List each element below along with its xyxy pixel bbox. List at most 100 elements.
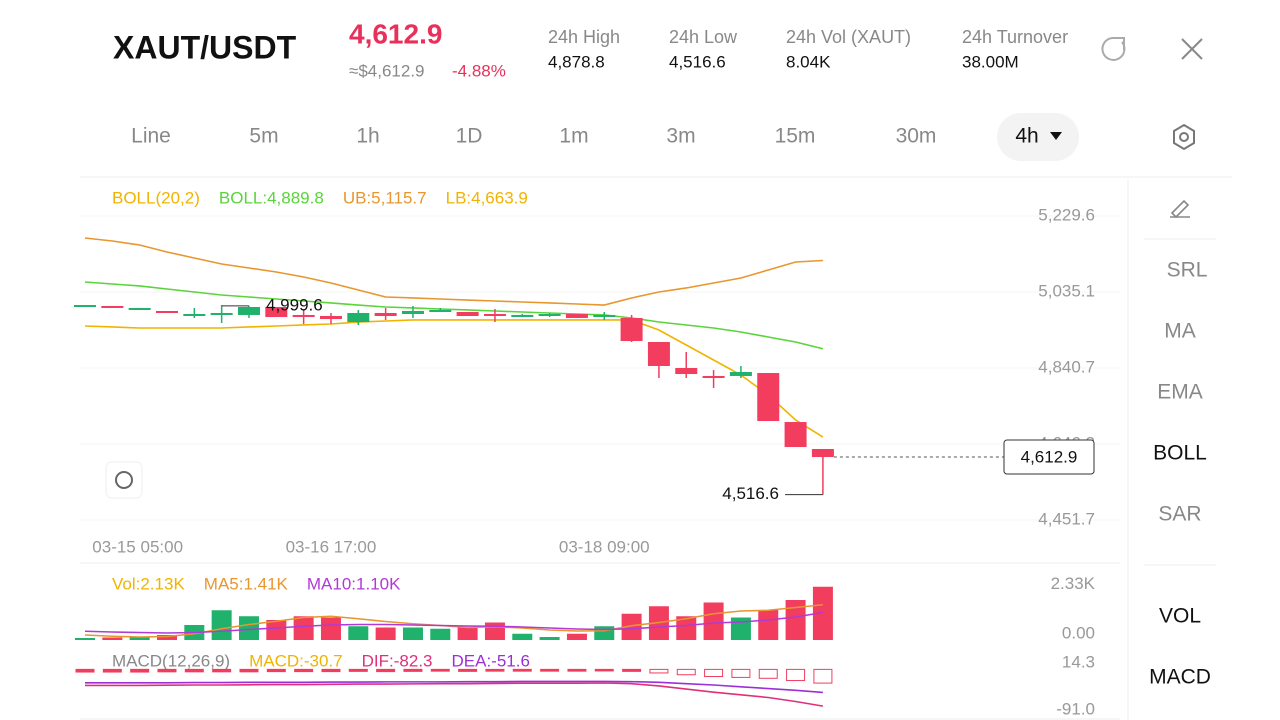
- logo-button[interactable]: [105, 461, 143, 499]
- y-tick-label: 4,451.7: [1038, 509, 1095, 528]
- candle-body: [237, 307, 260, 315]
- candle-body: [319, 315, 342, 320]
- y-tick-label: 0.00: [1062, 623, 1095, 642]
- candle-body: [183, 314, 206, 317]
- legend-entry: LB:4,663.9: [446, 188, 528, 207]
- settings-icon: [1173, 123, 1195, 151]
- dropdown-arrow: [1050, 132, 1062, 140]
- macd-bar: [512, 668, 532, 672]
- stat-value: 38.00M: [962, 52, 1019, 71]
- macd-bar: [102, 668, 122, 673]
- stat-label: 24h Low: [669, 27, 738, 47]
- candle-body: [101, 305, 124, 308]
- volume-bar: [539, 637, 560, 640]
- legend-entry: BOLL(20,2): [112, 188, 200, 207]
- volume-bar: [75, 638, 95, 640]
- indicator-tool[interactable]: MA: [1164, 320, 1196, 343]
- volume-bar: [293, 616, 314, 640]
- volume-bar: [320, 617, 341, 640]
- macd-bar: [184, 668, 204, 673]
- macd-bar: [266, 668, 286, 673]
- legend-entry: MACD(12,26,9): [112, 651, 230, 670]
- settings-icon-center: [1179, 132, 1189, 142]
- candle-body: [483, 314, 506, 317]
- indicator-tool[interactable]: SRL: [1167, 259, 1208, 282]
- macd-bar: [567, 668, 587, 672]
- candle-body: [292, 314, 315, 317]
- volume-bar: [566, 633, 587, 640]
- candle-body: [265, 307, 288, 318]
- candle-body: [620, 317, 643, 342]
- y-tick-label: 4,840.7: [1038, 357, 1095, 376]
- indicator-tool[interactable]: VOL: [1159, 605, 1201, 628]
- macd-bar: [540, 668, 560, 672]
- x-tick-label: 03-16 17:00: [286, 537, 377, 556]
- change: -4.88%: [452, 61, 506, 80]
- legend-entry: MACD:-30.7: [249, 651, 343, 670]
- indicator-tool[interactable]: BOLL: [1153, 442, 1207, 465]
- macd-bar: [731, 668, 751, 678]
- volume-bar: [703, 602, 724, 640]
- tab[interactable]: 30m: [896, 125, 937, 148]
- indicator-tool[interactable]: EMA: [1157, 381, 1203, 404]
- tab[interactable]: 5m: [249, 125, 278, 148]
- boll-line: [84, 319, 824, 438]
- pair: XAUT/USDT: [113, 29, 297, 65]
- stat-label: 24h Turnover: [962, 27, 1068, 47]
- macd-bar: [704, 668, 724, 678]
- stat-label: 24h Vol (XAUT): [786, 27, 911, 47]
- candle-body: [429, 309, 452, 313]
- macd-bar: [622, 668, 642, 672]
- candle-body: [702, 375, 725, 378]
- share-icon: [1101, 37, 1126, 61]
- macd-bar: [294, 668, 314, 673]
- volume-ma-line: [84, 611, 824, 634]
- tab[interactable]: 1m: [559, 125, 588, 148]
- macd-bar: [758, 668, 778, 679]
- volume-bar: [156, 635, 177, 640]
- tab[interactable]: 15m: [775, 125, 816, 148]
- volume-bar: [375, 627, 396, 640]
- volume-bar: [812, 586, 833, 640]
- candle-body: [74, 305, 96, 308]
- panel: [80, 0, 1280, 720]
- stat-value: 8.04K: [786, 52, 831, 71]
- indicator-tool[interactable]: MACD: [1149, 666, 1211, 689]
- candle-body: [538, 314, 561, 317]
- candle-body: [374, 312, 397, 316]
- settings-button[interactable]: [1173, 123, 1195, 151]
- logo-icon: [115, 471, 133, 489]
- macd-bar: [786, 668, 806, 682]
- draw-tool[interactable]: [1170, 199, 1190, 219]
- close-button[interactable]: [1181, 38, 1203, 60]
- share-button[interactable]: [1101, 37, 1126, 61]
- annotation: 4,516.6: [722, 484, 779, 503]
- boll-line: [84, 237, 823, 306]
- macd-bar: [594, 668, 614, 672]
- candle-body: [784, 422, 807, 447]
- x-tick-label: 03-15 05:00: [92, 537, 183, 556]
- macd-bar: [321, 668, 341, 673]
- tab[interactable]: 1D: [456, 125, 483, 148]
- candle-body: [210, 312, 233, 315]
- price: 4,612.9: [349, 18, 442, 49]
- y-tick-label: -91.0: [1056, 699, 1095, 718]
- macd-bar: [458, 668, 478, 672]
- stat-value: 4,516.6: [669, 52, 726, 71]
- candle-body: [511, 314, 534, 317]
- volume-bar: [266, 620, 287, 640]
- legend-entry: UB:5,115.7: [343, 188, 427, 207]
- legend-entry: DIF:-82.3: [362, 651, 433, 670]
- tab[interactable]: Line: [131, 125, 171, 148]
- tab[interactable]: 1h: [356, 125, 379, 148]
- pencil-icon: [1170, 199, 1190, 219]
- tab[interactable]: 4h: [1015, 125, 1038, 148]
- candle-body: [729, 371, 752, 376]
- volume-bar: [621, 613, 642, 640]
- indicator-tool[interactable]: SAR: [1158, 503, 1201, 526]
- macd-bar: [649, 668, 669, 674]
- tab[interactable]: 3m: [666, 125, 695, 148]
- macd-bar: [75, 668, 95, 673]
